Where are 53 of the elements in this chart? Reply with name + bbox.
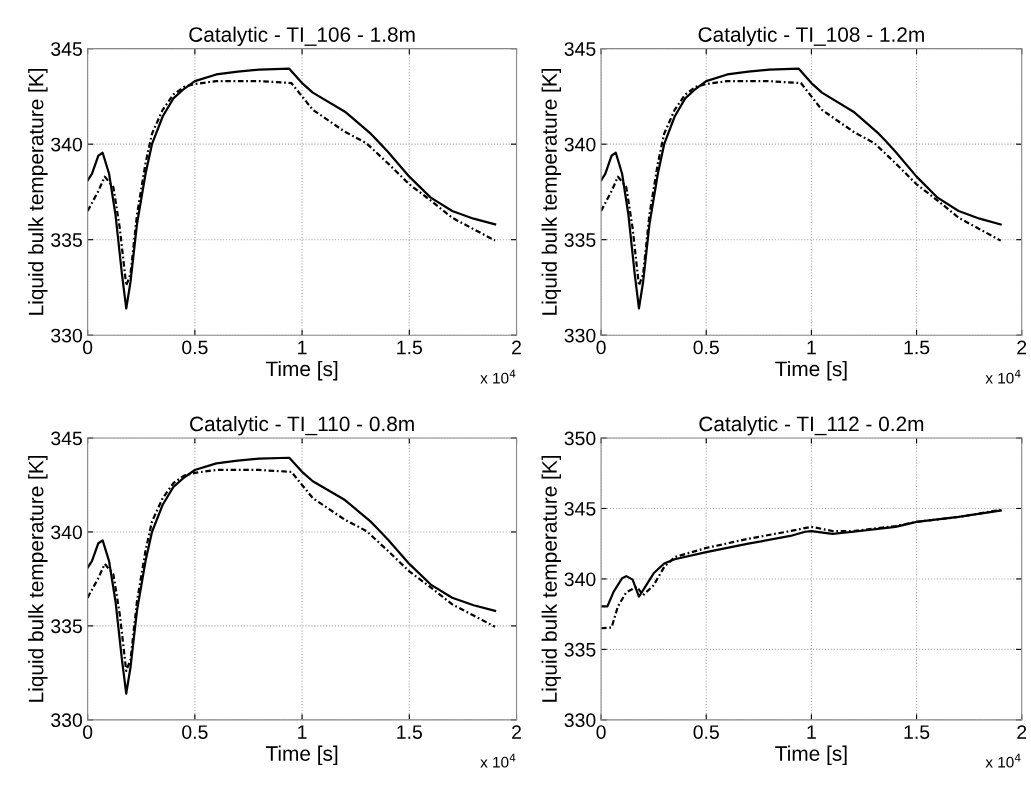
y-tick-label: 335 xyxy=(564,233,596,247)
y-axis-title: Liquid bulk temperature [K] xyxy=(28,68,48,315)
x-tick-label: 0 xyxy=(596,725,606,739)
y-tick-label: 345 xyxy=(51,42,82,56)
y-tick-label: 345 xyxy=(51,431,82,446)
y-tick-label: 340 xyxy=(564,137,596,152)
y-tick-label: 330 xyxy=(51,328,83,343)
text: x 10$^{4}$ xyxy=(480,369,516,384)
x-tick-label: 0.5 xyxy=(182,340,208,355)
chart-title: Catalytic - TI_112 - 0.2m xyxy=(699,415,924,436)
chart-title: Catalytic - TI_110 - 0.8m xyxy=(190,415,414,436)
x-tick-label: 1 xyxy=(807,340,816,355)
text: x 10$^{4}$ xyxy=(985,753,1021,768)
y-tick-label: 335 xyxy=(51,619,82,634)
y-tick-label: 330 xyxy=(51,713,83,728)
x-tick-label: 1.5 xyxy=(904,340,930,355)
x-tick-label: 0.5 xyxy=(693,725,719,739)
y-tick-label: 345 xyxy=(564,501,596,516)
x-tick-label: 1.5 xyxy=(397,725,423,739)
x-tick-label: 2 xyxy=(1017,725,1027,739)
x-tick-label: 1 xyxy=(298,725,307,739)
x-axis-title: Time [s] xyxy=(775,745,847,766)
y-tick-label: 330 xyxy=(564,713,596,728)
y-tick-label: 345 xyxy=(564,42,596,56)
y-tick-label: 340 xyxy=(51,525,83,540)
x-axis-title: Time [s] xyxy=(265,745,338,766)
y-tick-label: 340 xyxy=(564,572,596,587)
chart-title: Catalytic - TI_106 - 1.8m xyxy=(189,26,415,47)
chart-title: Catalytic - TI_108 - 1.2m xyxy=(698,26,924,47)
x-axis-title: Time [s] xyxy=(265,360,338,381)
x-tick-label: 0 xyxy=(82,725,93,739)
y-tick-label: 340 xyxy=(51,137,83,152)
y-tick-label: 335 xyxy=(564,642,596,657)
text: x 10$^{4}$ xyxy=(480,753,516,768)
text: x 10$^{4}$ xyxy=(985,369,1021,384)
x-tick-label: 0.5 xyxy=(693,340,719,355)
x-tick-label: 1 xyxy=(298,340,307,355)
y-axis-title: Liquid bulk temperature [K] xyxy=(541,455,561,702)
x-tick-label: 0 xyxy=(596,340,606,355)
x-axis-title: Time [s] xyxy=(775,360,847,381)
y-tick-label: 350 xyxy=(564,431,596,446)
x-tick-label: 1.5 xyxy=(904,725,930,739)
x-tick-label: 2 xyxy=(512,725,521,739)
x-tick-label: 1 xyxy=(807,725,816,739)
y-tick-label: 335 xyxy=(51,233,82,247)
y-tick-label: 330 xyxy=(564,328,596,343)
x-tick-label: 2 xyxy=(1017,340,1027,355)
x-tick-label: 0 xyxy=(82,340,93,355)
x-tick-label: 0.5 xyxy=(182,725,208,739)
x-tick-label: 2 xyxy=(512,340,521,355)
x-tick-label: 1.5 xyxy=(397,340,423,355)
y-axis-title: Liquid bulk temperature [K] xyxy=(541,68,561,315)
y-axis-title: Liquid bulk temperature [K] xyxy=(28,455,48,702)
